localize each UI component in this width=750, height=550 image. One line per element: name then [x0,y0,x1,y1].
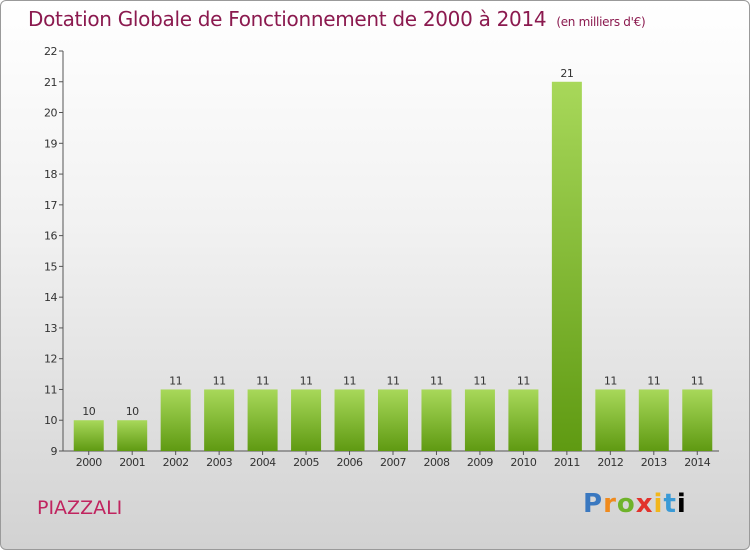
data-label: 11 [387,374,400,387]
data-label: 11 [343,374,356,387]
logo-letter: P [583,489,604,519]
x-tick-label: 2005 [293,456,319,469]
bar [73,420,104,451]
x-tick-label: 2006 [337,456,363,469]
logo-letter: i [676,489,687,519]
data-label: 11 [256,374,269,387]
data-label: 21 [560,67,573,80]
data-label: 11 [517,374,530,387]
logo-letter: x [635,489,654,519]
bars: 10 10 11 11 11 11 11 11 11 11 11 21 11 11 11 [73,67,713,452]
bar [421,389,452,451]
bar [464,389,495,451]
data-label: 11 [169,374,182,387]
bar [247,389,278,451]
y-tick-label: 16 [44,230,57,243]
y-tick-label: 19 [44,137,57,150]
chart-title: Dotation Globale de Fonctionnement de 20… [28,7,646,31]
x-tick-label: 2013 [641,456,667,469]
data-label: 11 [473,374,486,387]
x-tick-label: 2002 [163,456,189,469]
logo-letter: t [663,489,677,519]
y-tick-label: 12 [44,353,57,366]
bar [160,389,191,451]
x-tick-label: 2012 [597,456,623,469]
y-tick-label: 14 [44,291,57,304]
y-tick-label: 20 [44,107,57,120]
x-tick-label: 2003 [206,456,232,469]
x-tick-label: 2004 [250,456,276,469]
y-tick-label: 22 [44,45,57,58]
bar [508,389,539,451]
data-label: 10 [126,405,139,418]
y-tick-label: 18 [44,168,57,181]
title-text: Dotation Globale de Fonctionnement de 20… [28,7,547,31]
y-tick-label: 10 [44,414,57,427]
logo-letter: i [653,489,664,519]
bar [291,389,322,451]
data-label: 11 [647,374,660,387]
y-tick-label: 9 [51,445,58,458]
x-tick-label: 2010 [510,456,536,469]
data-label: 11 [430,374,443,387]
x-tick-label: 2008 [423,456,449,469]
proxiti-logo: Proxiti [583,489,687,519]
commune-name: PIAZZALI [37,497,123,519]
x-tick-label: 2011 [554,456,580,469]
axes: 9 10 11 12 13 14 15 16 17 18 19 20 21 22 2000 2001 2002 2… [44,45,719,469]
bar [117,420,148,451]
data-label: 11 [213,374,226,387]
logo-letter: o [616,489,636,519]
data-label: 11 [300,374,313,387]
bar [595,389,626,451]
bar [334,389,365,451]
bar [204,389,235,451]
data-label: 11 [691,374,704,387]
y-tick-label: 21 [44,76,57,89]
y-tick-label: 11 [44,383,57,396]
bar [378,389,408,451]
chart-subtitle: (en milliers d'€) [556,15,646,29]
x-tick-label: 2000 [76,456,102,469]
y-tick-label: 15 [44,260,57,273]
y-tick-label: 13 [44,322,57,335]
data-label: 10 [82,405,95,418]
x-tick-label: 2007 [380,456,406,469]
bar [638,389,669,451]
x-tick-label: 2009 [467,456,493,469]
logo-letter: r [603,489,617,519]
x-tick-label: 2001 [119,456,145,469]
y-tick-label: 17 [44,199,57,212]
bar [682,389,713,451]
x-tick-label: 2014 [684,456,710,469]
bar [551,81,582,452]
data-label: 11 [604,374,617,387]
